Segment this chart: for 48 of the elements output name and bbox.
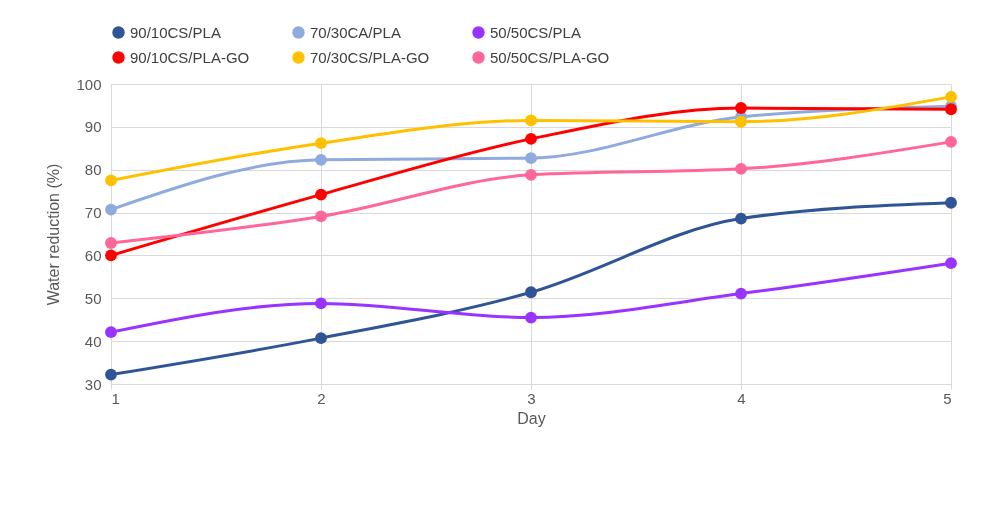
point <box>105 249 117 262</box>
point <box>735 102 747 114</box>
legend-label: 50/50CS/PLA-GO <box>490 48 610 66</box>
point <box>105 326 117 339</box>
point <box>735 115 747 128</box>
point <box>315 188 327 201</box>
y-tick-label: 40 <box>84 332 102 350</box>
point <box>735 287 747 300</box>
point <box>525 114 537 127</box>
y-tick-label: 80 <box>84 161 102 179</box>
legend-label: 70/30CS/PLA-GO <box>310 48 430 66</box>
point <box>315 153 327 166</box>
point <box>105 203 117 216</box>
point <box>735 212 747 225</box>
x-tick-label: 4 <box>737 389 746 407</box>
point <box>315 332 327 345</box>
point <box>945 196 957 209</box>
y-tick-label: 50 <box>84 289 102 307</box>
x-axis-title: Day <box>517 409 546 427</box>
y-tick-label: 30 <box>84 375 102 393</box>
point <box>105 368 117 381</box>
x-tick-label: 2 <box>317 389 326 407</box>
point <box>315 210 327 223</box>
legend-label: 90/10CS/PLA <box>130 23 221 41</box>
x-tick-label: 3 <box>527 389 536 407</box>
y-tick-label: 70 <box>84 204 102 222</box>
legend-label: 90/10CS/PLA-GO <box>130 48 250 66</box>
point <box>945 135 957 148</box>
y-tick-label: 100 <box>76 75 102 93</box>
point <box>945 90 957 103</box>
y-axis-title: Water reduction (%) <box>45 163 63 306</box>
x-tick-label: 5 <box>943 389 952 407</box>
point <box>525 132 537 145</box>
point <box>525 152 537 165</box>
y-tick-label: 90 <box>84 118 102 136</box>
legend-label: 50/50CS/PLA <box>490 23 581 41</box>
point <box>735 162 747 175</box>
point <box>525 168 537 181</box>
point <box>105 174 117 187</box>
point <box>525 311 537 324</box>
point <box>945 257 957 270</box>
x-tick-label: 1 <box>111 389 120 407</box>
point <box>525 286 537 299</box>
point <box>105 237 117 249</box>
point <box>315 137 327 150</box>
legend-label: 70/30CA/PLA <box>310 23 401 41</box>
point <box>315 297 327 310</box>
y-tick-label: 60 <box>84 246 102 264</box>
